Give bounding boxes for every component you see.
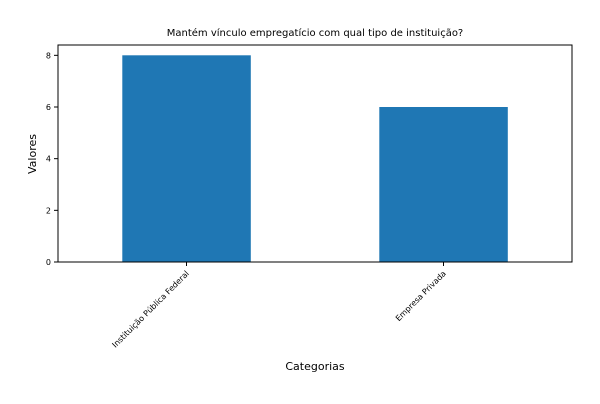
- y-tick-label: 8: [46, 51, 51, 60]
- y-tick-label: 6: [46, 103, 51, 112]
- x-axis-label: Categorias: [285, 360, 345, 373]
- chart-title: Mantém vínculo empregatício com qual tip…: [167, 27, 464, 39]
- plot-frame: [57, 44, 573, 263]
- y-axis-label: Valores: [26, 134, 39, 174]
- y-tick-label: 0: [46, 258, 51, 267]
- y-tick-label: 2: [46, 206, 51, 215]
- y-axis-ticks: 0 2 4 6 8: [46, 51, 58, 267]
- bar-0: [122, 55, 251, 262]
- y-tick-label: 4: [46, 155, 51, 164]
- bars-layer: [122, 55, 508, 262]
- bar-1: [379, 107, 508, 262]
